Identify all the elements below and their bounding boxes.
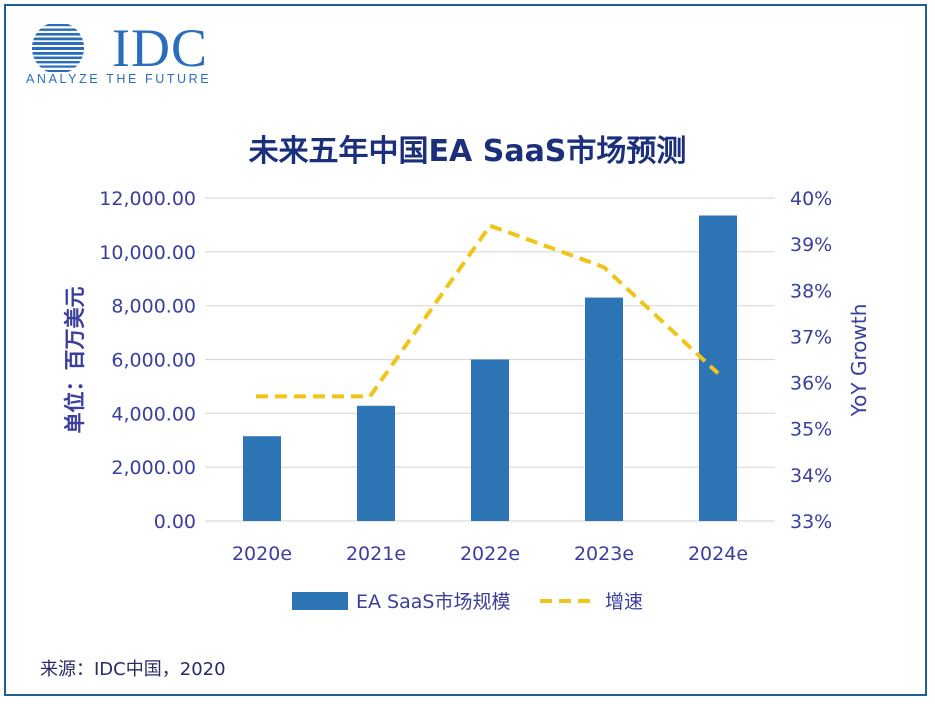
globe-icon <box>32 24 84 72</box>
y2-tick-label: 34% <box>790 465 832 487</box>
y2-tick-label: 38% <box>790 280 832 302</box>
chart-title: 未来五年中国EA SaaS市场预测 <box>248 134 687 169</box>
y2-tick-label: 35% <box>790 419 832 441</box>
growth-line <box>256 223 720 399</box>
x-tick-label: 2023e <box>574 543 634 565</box>
growth-line-series <box>255 223 720 399</box>
bar <box>585 297 623 521</box>
legend: EA SaaS市场规模 增速 <box>292 591 643 613</box>
x-axis-ticks: 2020e 2021e 2022e 2023e 2024e <box>232 543 748 565</box>
y-tick-label: 2,000.00 <box>111 457 196 479</box>
bar <box>243 436 281 521</box>
legend-bar-swatch <box>292 592 348 610</box>
chart-frame <box>4 4 927 696</box>
legend-line-label: 增速 <box>605 591 643 613</box>
x-tick-label: 2021e <box>346 543 406 565</box>
bar <box>471 359 509 521</box>
y-axis-left-label: 单位：百万美元 <box>63 287 87 434</box>
logo-brand: IDC <box>112 18 208 78</box>
y-tick-label: 8,000.00 <box>111 296 196 318</box>
y2-tick-label: 33% <box>790 511 832 533</box>
bar <box>357 405 395 521</box>
y2-tick-label: 37% <box>790 326 832 348</box>
y2-tick-label: 40% <box>790 188 832 210</box>
y-tick-label: 12,000.00 <box>99 188 196 210</box>
y-axis-left-ticks: 0.00 2,000.00 4,000.00 6,000.00 8,000.00 10,0… <box>99 188 196 533</box>
idc-logo: IDC ANALYZE THE FUTURE <box>24 18 234 90</box>
y2-tick-label: 39% <box>790 234 832 256</box>
y-tick-label: 0.00 <box>154 511 196 533</box>
y2-tick-label: 36% <box>790 373 832 395</box>
y-tick-label: 6,000.00 <box>111 350 196 372</box>
y-axis-right-label: YoY Growth <box>847 304 871 418</box>
bar-series <box>243 215 737 521</box>
bar <box>699 215 737 521</box>
x-tick-label: 2022e <box>460 543 520 565</box>
source-note: 来源：IDC中国，2020 <box>40 659 226 680</box>
legend-bar-label: EA SaaS市场规模 <box>356 591 510 613</box>
y-axis-right-ticks: 33% 34% 35% 36% 37% 38% 39% 40% <box>790 188 832 533</box>
y-tick-label: 10,000.00 <box>99 242 196 264</box>
logo-tagline: ANALYZE THE FUTURE <box>26 72 212 86</box>
x-tick-label: 2020e <box>232 543 292 565</box>
y-tick-label: 4,000.00 <box>111 403 196 425</box>
x-tick-label: 2024e <box>688 543 748 565</box>
